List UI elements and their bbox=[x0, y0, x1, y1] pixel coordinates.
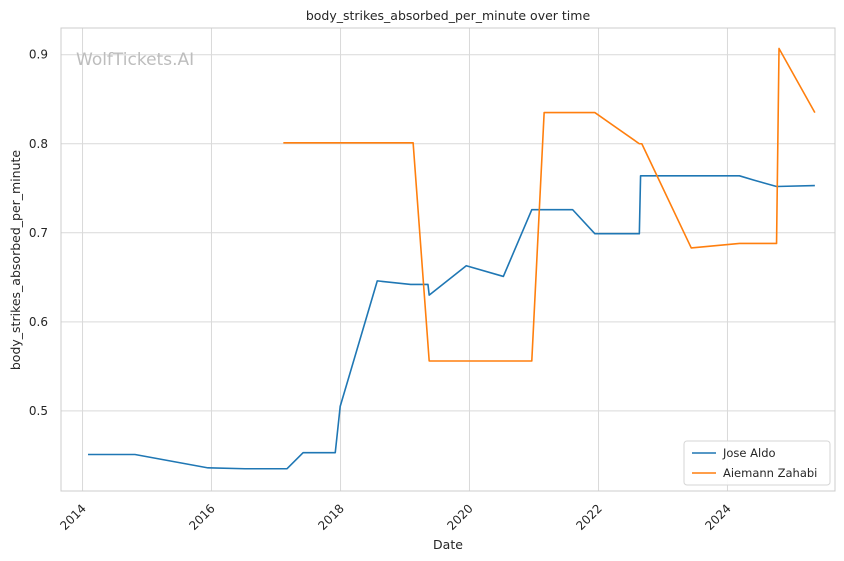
legend: Jose Aldo Aiemann Zahabi bbox=[683, 440, 831, 486]
x-axis-ticks: 2014 2016 2018 2020 2022 2024 bbox=[57, 501, 733, 532]
series-lines bbox=[88, 47, 816, 470]
series-line-jose-aldo bbox=[88, 175, 815, 470]
legend-label-jose-aldo: Jose Aldo bbox=[722, 446, 776, 460]
x-tick-label: 2016 bbox=[186, 501, 217, 532]
chart-title: body_strikes_absorbed_per_minute over ti… bbox=[306, 8, 591, 23]
x-tick-label: 2022 bbox=[573, 501, 604, 532]
x-tick-label: 2014 bbox=[57, 501, 88, 532]
y-axis-ticks: 0.5 0.6 0.7 0.8 0.9 bbox=[29, 48, 48, 418]
y-tick-label: 0.9 bbox=[29, 48, 48, 62]
plot-frame bbox=[60, 27, 836, 492]
x-axis-title: Date bbox=[433, 537, 463, 552]
y-tick-label: 0.6 bbox=[29, 315, 48, 329]
legend-label-aiemann-zahabi: Aiemann Zahabi bbox=[723, 466, 817, 480]
y-tick-label: 0.5 bbox=[29, 404, 48, 418]
watermark: WolfTickets.AI bbox=[76, 50, 194, 70]
series-line-aiemann-zahabi bbox=[283, 47, 816, 362]
y-tick-label: 0.8 bbox=[29, 137, 48, 151]
grid bbox=[61, 28, 835, 491]
legend-box bbox=[683, 440, 831, 486]
y-axis-title: body_strikes_absorbed_per_minute bbox=[8, 150, 23, 371]
x-tick-label: 2018 bbox=[315, 501, 346, 532]
y-tick-label: 0.7 bbox=[29, 226, 48, 240]
x-tick-label: 2024 bbox=[702, 501, 733, 532]
x-tick-label: 2020 bbox=[444, 501, 475, 532]
